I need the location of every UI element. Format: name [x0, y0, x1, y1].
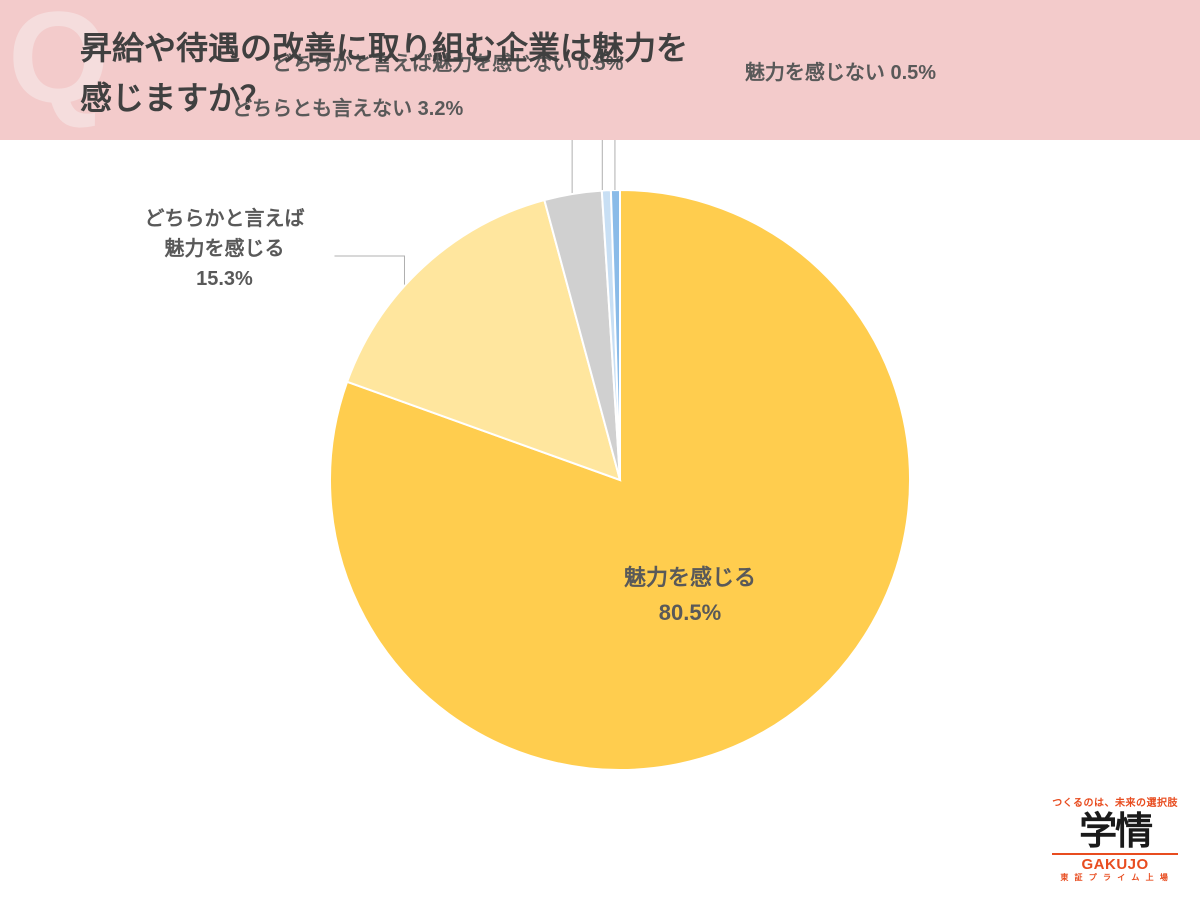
pie-chart: [330, 190, 910, 770]
brand-logo: つくるのは、未来の選択肢 学情 GAKUJO 東 証 プ ラ イ ム 上 場: [1052, 799, 1178, 882]
leader-line: [552, 140, 602, 191]
logo-main-jp: 学情: [1052, 813, 1178, 851]
chart-panel: 魅力を感じる 80.5%どちらかと言えば 魅力を感じる 15.3%どちらとも言え…: [20, 140, 1180, 880]
leader-line: [615, 140, 715, 190]
question-title-line2: 感じますか？: [80, 74, 1200, 124]
logo-subtext: 東 証 プ ラ イ ム 上 場: [1052, 874, 1178, 882]
logo-tagline: つくるのは、未来の選択肢: [1052, 799, 1178, 809]
pie-center-label: 魅力を感じる 80.5%: [590, 560, 790, 630]
logo-divider: [1052, 853, 1178, 855]
question-title-line1: 昇給や待遇の改善に取り組む企業は魅力を: [80, 24, 1200, 74]
logo-en: GAKUJO: [1052, 857, 1178, 872]
slide-root: Q 昇給や待遇の改善に取り組む企業は魅力を 感じますか？ 魅力を感じる 80.5…: [0, 0, 1200, 900]
pie-callout-label: どちらかと言えば 魅力を感じる 15.3%: [144, 204, 304, 294]
leader-line: [492, 140, 572, 194]
header-bar: Q 昇給や待遇の改善に取り組む企業は魅力を 感じますか？: [0, 0, 1200, 140]
pie-svg: [330, 190, 910, 770]
